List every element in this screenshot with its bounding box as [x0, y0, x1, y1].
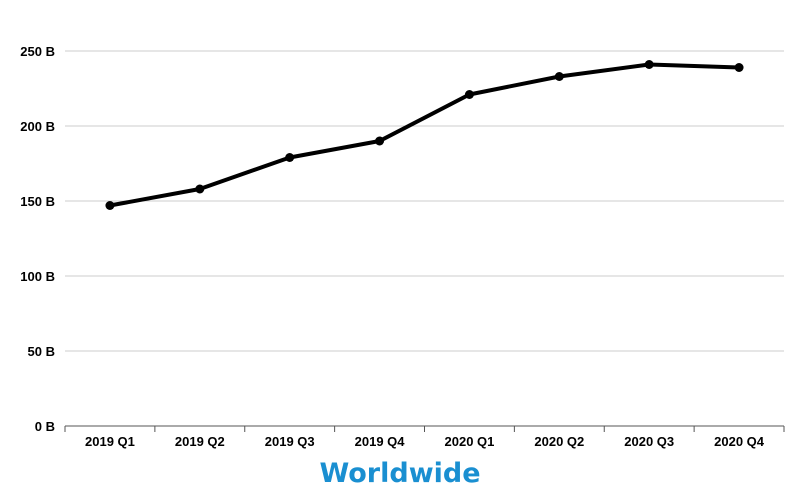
x-axis-ticks: 2019 Q1 2019 Q2 2019 Q3 2019 Q4 2020 Q1 2020 … [64, 426, 785, 449]
y-tick-label: 100 B [20, 269, 55, 284]
y-tick-label: 50 B [28, 344, 55, 359]
data-point [464, 90, 474, 99]
y-axis-ticks: 0 B 50 B 100 B 150 B 200 B 250 B [20, 44, 55, 434]
x-tick-label: 2020 Q4 [714, 434, 765, 449]
series-line [107, 62, 742, 208]
gridlines [65, 50, 784, 427]
data-point [285, 153, 295, 162]
x-tick-label: 2020 Q3 [624, 434, 674, 449]
y-tick-label: 200 B [20, 119, 55, 134]
x-tick-label: 2019 Q1 [85, 434, 135, 449]
x-tick-label: 2020 Q1 [445, 434, 495, 449]
x-tick-label: 2020 Q2 [534, 434, 584, 449]
y-tick-label: 250 B [20, 44, 55, 59]
y-tick-label: 150 B [20, 194, 55, 209]
data-point [105, 201, 115, 210]
series-points [105, 60, 744, 210]
data-point [554, 72, 564, 81]
data-point [195, 184, 205, 194]
data-point [644, 60, 654, 69]
y-tick-label: 0 B [35, 419, 55, 434]
x-tick-label: 2019 Q4 [355, 434, 406, 449]
data-point [734, 63, 744, 72]
data-point [375, 136, 385, 146]
x-tick-label: 2019 Q3 [265, 434, 315, 449]
x-tick-label: 2019 Q2 [175, 434, 225, 449]
chart-title: Worldwide [319, 458, 480, 489]
series-lines [107, 62, 742, 208]
